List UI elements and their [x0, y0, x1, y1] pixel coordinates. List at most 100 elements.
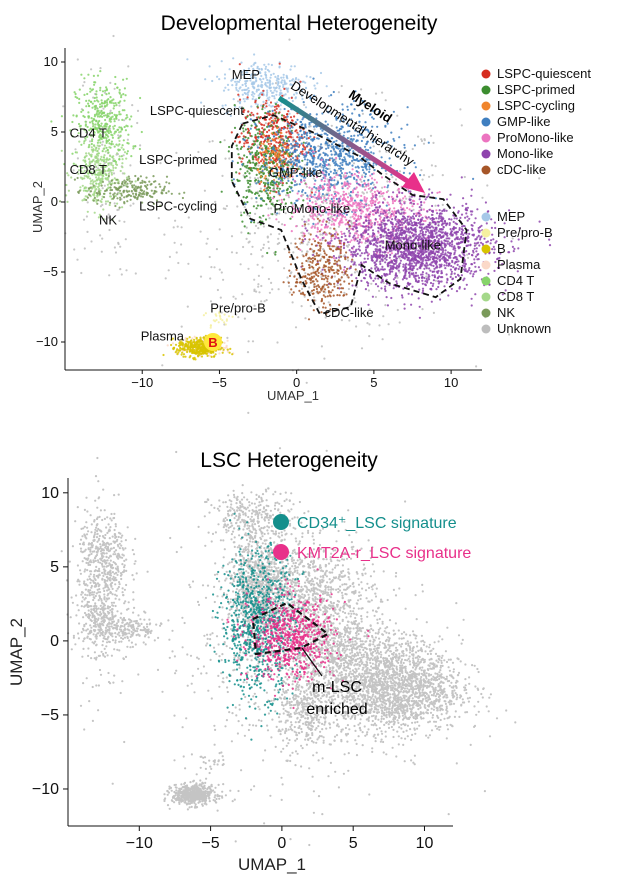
- data-point: [132, 202, 135, 205]
- data-point: [123, 220, 126, 223]
- data-point: [277, 150, 280, 153]
- data-point: [373, 168, 376, 172]
- data-point: [107, 186, 110, 189]
- data-point: [105, 122, 108, 125]
- data-point: [313, 183, 316, 186]
- data-point: [114, 130, 118, 133]
- data-point: [129, 194, 133, 198]
- data-point: [374, 267, 377, 270]
- data-point: [139, 96, 142, 100]
- data-point: [353, 297, 356, 300]
- data-point: [96, 149, 99, 152]
- data-point: [114, 160, 118, 164]
- data-point: [314, 200, 317, 203]
- data-point: [429, 134, 433, 137]
- data-point: [379, 210, 382, 213]
- data-point: [86, 190, 89, 193]
- data-point: [278, 212, 281, 215]
- data-point: [158, 183, 161, 186]
- data-point: [96, 115, 99, 118]
- data-point: [165, 175, 169, 178]
- data-point: [180, 226, 183, 229]
- data-point: [358, 218, 361, 221]
- data-point: [125, 152, 129, 155]
- data-point: [473, 258, 476, 261]
- data-point: [95, 120, 98, 123]
- data-point: [112, 197, 115, 200]
- data-point: [110, 173, 113, 176]
- data-point: [201, 157, 204, 160]
- data-point: [374, 206, 377, 209]
- data-point: [126, 182, 129, 185]
- data-point: [216, 288, 219, 292]
- data-point: [369, 200, 372, 203]
- data-point: [290, 271, 293, 274]
- data-point: [381, 195, 384, 198]
- data-point: [371, 201, 375, 204]
- data-point: [276, 242, 279, 246]
- data-point: [255, 207, 258, 210]
- data-point: [492, 238, 495, 241]
- data-point: [300, 142, 303, 145]
- data-point: [249, 113, 252, 116]
- data-point: [232, 178, 235, 181]
- data-point: [264, 166, 267, 169]
- data-point: [327, 158, 330, 162]
- data-point: [78, 140, 81, 143]
- data-point: [117, 187, 120, 190]
- data-point: [381, 186, 384, 189]
- data-point: [88, 145, 91, 148]
- data-point: [403, 195, 407, 198]
- data-point: [134, 180, 137, 183]
- data-point: [422, 174, 426, 177]
- data-point: [247, 181, 250, 185]
- data-point: [396, 276, 399, 279]
- data-point: [473, 242, 476, 245]
- data-point: [385, 204, 388, 207]
- data-point: [253, 92, 256, 95]
- data-point: [370, 177, 374, 180]
- data-point: [76, 157, 79, 160]
- data-point: [422, 219, 425, 223]
- data-point: [101, 115, 104, 118]
- data-point: [338, 165, 341, 168]
- data-point: [96, 144, 99, 147]
- data-point: [126, 195, 129, 198]
- data-point: [86, 230, 89, 233]
- data-point: [373, 208, 376, 212]
- data-point: [332, 222, 335, 225]
- data-point: [316, 82, 319, 85]
- data-point: [423, 267, 426, 270]
- data-point: [271, 94, 274, 98]
- data-point: [333, 162, 336, 165]
- data-point: [313, 138, 316, 141]
- data-point: [208, 255, 211, 259]
- data-point: [411, 147, 414, 151]
- data-point: [284, 212, 287, 215]
- data-point: [90, 100, 93, 103]
- data-point: [287, 179, 290, 182]
- data-point: [98, 144, 101, 147]
- data-point: [364, 188, 367, 191]
- data-point: [104, 150, 107, 153]
- data-point: [124, 129, 127, 132]
- data-point: [144, 181, 147, 184]
- data-point: [346, 187, 349, 190]
- data-point: [260, 142, 263, 145]
- data-point: [336, 169, 339, 172]
- data-point: [302, 141, 305, 144]
- data-point: [258, 92, 262, 95]
- data-point: [321, 193, 324, 196]
- data-point: [115, 178, 119, 181]
- data-point: [269, 198, 273, 201]
- data-point: [80, 271, 83, 275]
- data-point: [365, 208, 368, 211]
- data-point: [137, 185, 140, 188]
- data-point: [267, 240, 270, 243]
- data-point: [274, 112, 277, 115]
- data-point: [368, 235, 371, 238]
- data-point: [109, 192, 112, 195]
- data-point: [341, 185, 344, 188]
- data-point: [332, 197, 335, 200]
- data-point: [280, 81, 283, 84]
